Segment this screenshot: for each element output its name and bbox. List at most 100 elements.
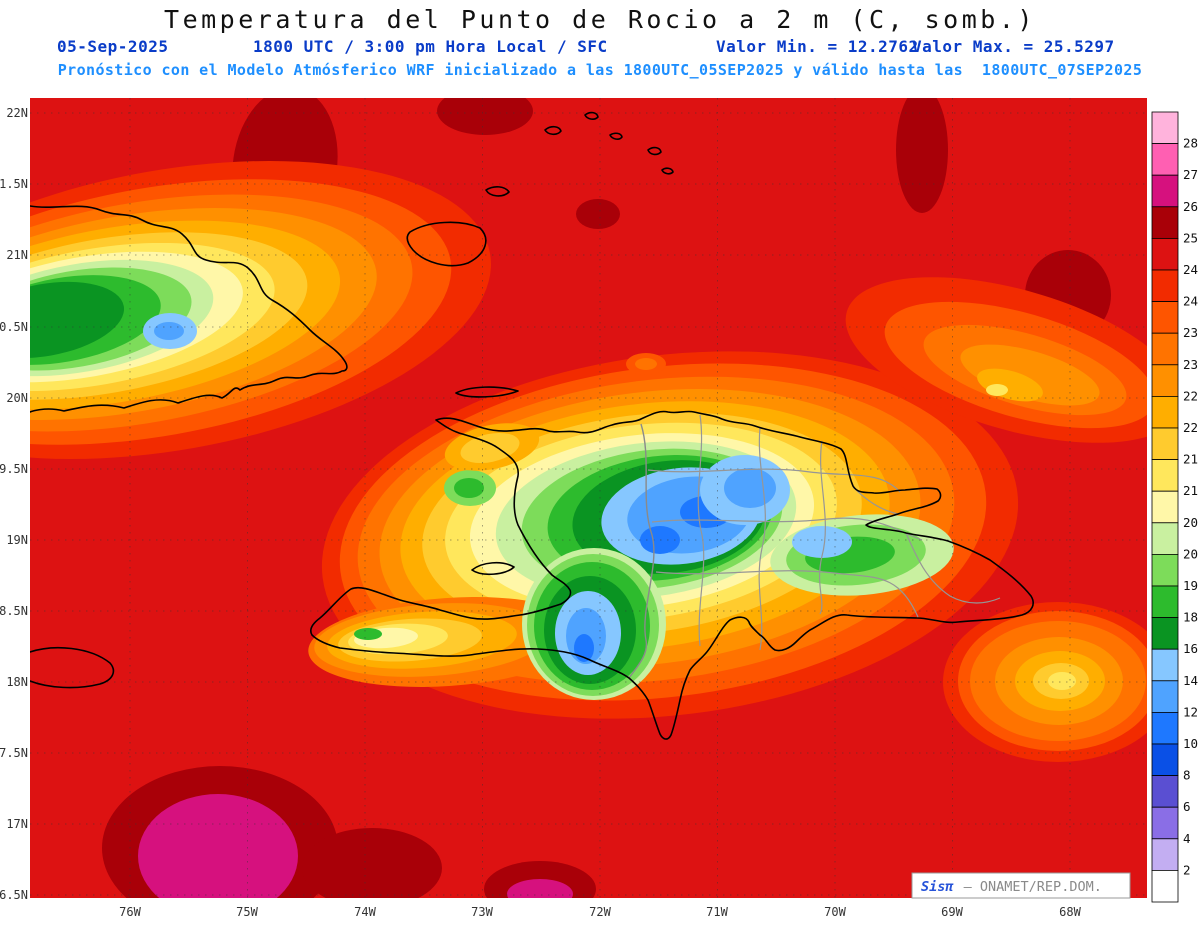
colorbar-segment [1151,395,1179,429]
x-axis: 76W 75W 74W 73W 72W 71W 70W 69W 68W [119,905,1081,919]
contour-region [960,344,1100,406]
colorbar-tick-label: 25 [1183,230,1198,245]
colorbar-tick-label: 21.5 [1183,452,1200,467]
colorbar-segment [1151,174,1179,208]
header-date: 05-Sep-2025 [57,37,169,56]
colorbar-tick-label: 23 [1183,357,1198,372]
colorbar-segment [1151,775,1179,808]
cuba-coastline [30,205,348,413]
credit-brand: Sisπ [921,879,954,895]
graticule [30,98,1147,898]
credit-box: Sisπ – ONAMET/REP.DOM. [911,872,1131,899]
contour-region [640,526,680,554]
colorbar-segment [1151,364,1179,397]
colorbar-segment [1151,490,1179,524]
colorbar-segment [1151,269,1179,303]
colorbar-tick-label: 4 [1183,831,1191,846]
x-tick-label: 76W [119,905,141,919]
svg-text:Sisπ – ONAMET/REP.DOM.: Sisπ – ONAMET/REP.DOM. [921,879,1102,895]
colorbar-segment [1151,680,1179,713]
hispaniola-coastline [310,410,1034,740]
y-tick-label: 22N [6,106,28,120]
y-tick-label: 8.5N [0,604,28,618]
header-valid-time: 1800 UTC / 3:00 pm Hora Local / SFC [253,37,608,56]
y-tick-label: 9.5N [0,462,28,476]
colorbar-tick-label: 14 [1183,673,1198,688]
contour-darkred [437,98,533,135]
colorbar-tick-label: 26 [1183,199,1198,214]
colorbar-tick-label: 27 [1183,167,1198,182]
colorbar-segment [1151,870,1179,903]
province-borders [647,414,1001,651]
x-tick-label: 75W [236,905,258,919]
colorbar-tick-label: 19 [1183,578,1198,593]
x-tick-label: 72W [589,905,611,919]
contour-field [30,98,1147,898]
y-tick-label: 7.5N [0,746,28,760]
contour-darkred [302,828,442,898]
contour-region [30,281,125,359]
x-tick-label: 73W [471,905,493,919]
colorbar-segment [1151,332,1179,366]
contour-region [724,468,776,508]
colorbar-tick-label: 24.5 [1183,262,1200,277]
contour-region [792,526,852,558]
x-tick-label: 68W [1059,905,1081,919]
colorbar-segment [1151,648,1179,682]
contour-region [354,628,382,640]
colorbar-segment [1151,301,1179,334]
y-tick-label: 19N [6,533,28,547]
contour-region [454,478,484,498]
contour-magenta-blob [507,879,573,898]
contour-region [154,322,184,340]
header-model-line: Pronóstico con el Modelo Atmósferico WRF… [57,61,1143,79]
contour-darkred [576,199,620,229]
y-tick-label: 17N [6,817,28,831]
colorbar-tick-label: 22.5 [1183,388,1200,403]
contour-region [460,432,520,464]
colorbar-segment [1151,522,1179,555]
x-tick-label: 69W [941,905,963,919]
y-tick-label: 21N [6,248,28,262]
y-tick-label: 20N [6,391,28,405]
colorbar-tick-label: 2 [1183,862,1191,877]
credit-org: – ONAMET/REP.DOM. [964,879,1102,895]
colorbar-segment [1151,585,1179,619]
contour-magenta-blob [138,794,298,898]
colorbar-tick-label: 18 [1183,610,1198,625]
colorbar-tick-label: 10 [1183,736,1198,751]
haiti-dr-border [628,423,655,679]
y-tick-label: 6.5N [0,888,28,902]
colorbar-tick-label: 20.5 [1183,515,1200,530]
colorbar-segment [1151,838,1179,871]
colorbar-segment [1151,743,1179,777]
y-tick-label: 0.5N [0,320,28,334]
colorbar-labels: 28 27 26 25 24.5 24 23.5 23 22.5 22 21.5… [1183,136,1200,878]
colorbar-segment [1151,237,1179,271]
contour-region [635,358,657,370]
y-axis: 22N 1.5N 21N 0.5N 20N 9.5N 19N 8.5N 18N … [0,106,28,902]
colorbar-segment [1151,554,1179,587]
colorbar [1151,111,1179,903]
contour-region [1048,672,1076,690]
credit-box-background [911,872,1131,899]
colorbar-tick-label: 22 [1183,420,1198,435]
x-tick-label: 71W [706,905,728,919]
tortuga-island-coastline [455,386,519,398]
header-value-max: Valor Max. = 25.5297 [912,37,1115,56]
colorbar-tick-label: 8 [1183,768,1191,783]
gonave-island-coastline [471,561,515,576]
jamaica-coastline [30,647,115,689]
colorbar-segment [1151,427,1179,461]
colorbar-tick-label: 6 [1183,799,1191,814]
little-inagua-coastline [485,186,510,197]
colorbar-tick-label: 20 [1183,546,1198,561]
colorbar-segment [1151,459,1179,492]
colorbar-tick-label: 21 [1183,483,1198,498]
colorbar-segment [1151,206,1179,239]
colorbar-tick-label: 23.5 [1183,325,1200,340]
contour-region [986,384,1008,396]
colorbar-tick-label: 12 [1183,704,1198,719]
contour-darkred [896,98,948,213]
